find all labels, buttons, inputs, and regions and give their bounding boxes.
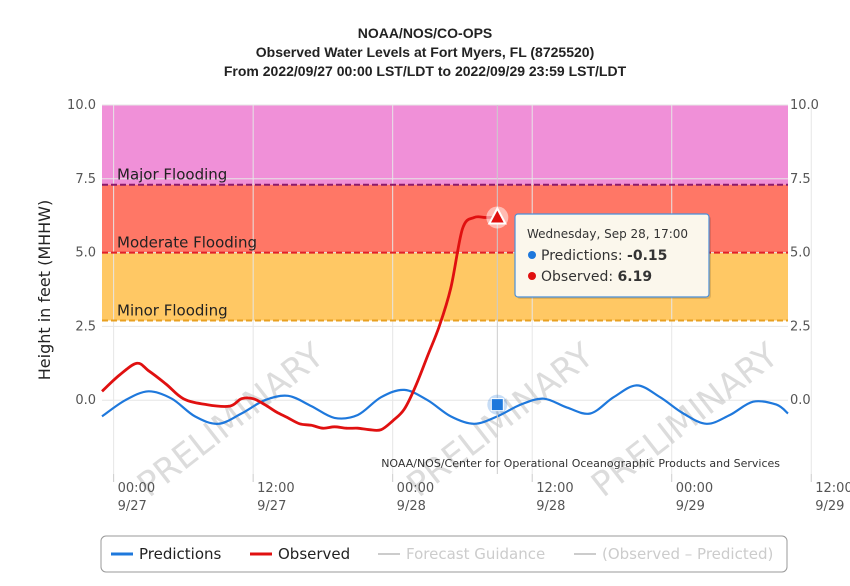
y-tick-left-3: 2.5	[75, 319, 96, 334]
y-tick-left-2: 5.0	[75, 246, 96, 261]
tooltip-row-1: Observed: 6.19	[541, 269, 652, 285]
chart-subtitle-range: From 2022/09/27 00:00 LST/LDT to 2022/09…	[224, 63, 627, 79]
y-tick-right-2: 5.0	[790, 246, 811, 261]
x-tick-time-2: 00:00	[397, 481, 434, 496]
tooltip-box	[514, 213, 710, 298]
y-tick-right-1: 7.5	[790, 172, 811, 187]
legend-item-2[interactable]: Forecast Guidance	[406, 545, 545, 563]
threshold-label-0: Major Flooding	[117, 166, 227, 184]
chart-title: NOAA/NOS/CO-OPS	[358, 25, 493, 41]
tooltip-row-value-0: -0.15	[627, 248, 667, 264]
tooltip-row-label-1: Observed:	[541, 269, 618, 285]
legend[interactable]: Predictions Observed Forecast Guidance (Obs…	[100, 535, 788, 573]
series-line-observed	[101, 215, 498, 432]
tooltip-row-dot-1	[528, 272, 536, 280]
y-tick-left-1: 7.5	[75, 172, 96, 187]
y-tick-left-0: 10.0	[67, 98, 96, 113]
x-tick-date-3: 9/28	[536, 499, 565, 514]
y-axis-left: 10.0 7.5 5.0 2.5 0.0	[67, 98, 96, 408]
legend-item-0[interactable]: Predictions	[139, 545, 222, 563]
x-tick-date-5: 9/29	[815, 499, 844, 514]
watermark-text-2: PRELIMINARY	[584, 335, 786, 505]
threshold-label-1: Moderate Flooding	[117, 234, 257, 252]
x-tick-date-4: 9/29	[676, 499, 705, 514]
y-tick-right-4: 0.0	[790, 393, 811, 408]
y-tick-left-4: 0.0	[75, 393, 96, 408]
credit-text: NOAA/NOS/Center for Operational Oceanogr…	[381, 457, 780, 470]
tooltip-row-0: Predictions: -0.15	[541, 248, 667, 264]
tooltip-row-value-1: 6.19	[618, 269, 653, 285]
series-lines	[101, 215, 789, 432]
legend-item-1[interactable]: Observed	[278, 545, 350, 563]
prediction-marker	[490, 398, 504, 412]
x-tick-date-2: 9/28	[397, 499, 426, 514]
observed-marker	[487, 206, 507, 225]
x-tick-time-1: 12:00	[257, 481, 294, 496]
x-axis: 00:00 9/27 12:00 9/27 00:00 9/28 12:00 9/28 00:0…	[113, 474, 850, 514]
y-tick-right-3: 2.5	[790, 319, 811, 334]
x-tick-time-5: 12:00	[815, 481, 850, 496]
flood-band-0	[102, 105, 788, 185]
x-tick-time-0: 00:00	[118, 481, 155, 496]
hover-markers	[486, 105, 509, 474]
series-line-predictions	[101, 384, 789, 425]
watermark-text-1: PRELIMINARY	[400, 335, 602, 505]
chart-subtitle: Observed Water Levels at Fort Myers, FL …	[256, 44, 594, 60]
tooltip-row-dot-0	[528, 251, 536, 259]
x-tick-time-4: 00:00	[676, 481, 713, 496]
tooltip: Wednesday, Sep 28, 17:00 Predictions: -0.…	[514, 213, 711, 299]
legend-item-3[interactable]: (Observed – Predicted)	[602, 545, 773, 563]
x-tick-time-3: 12:00	[536, 481, 573, 496]
y-axis-right: 10.0 7.5 5.0 2.5 0.0	[790, 98, 819, 408]
x-tick-date-0: 9/27	[118, 499, 147, 514]
y-axis-label: Height in feet (MHHW)	[35, 200, 54, 381]
legend-box	[100, 535, 788, 573]
tooltip-header: Wednesday, Sep 28, 17:00	[527, 227, 688, 241]
y-tick-right-0: 10.0	[790, 98, 819, 113]
x-tick-date-1: 9/27	[257, 499, 286, 514]
tooltip-row-label-0: Predictions:	[541, 248, 627, 264]
threshold-label-2: Minor Flooding	[117, 301, 228, 319]
